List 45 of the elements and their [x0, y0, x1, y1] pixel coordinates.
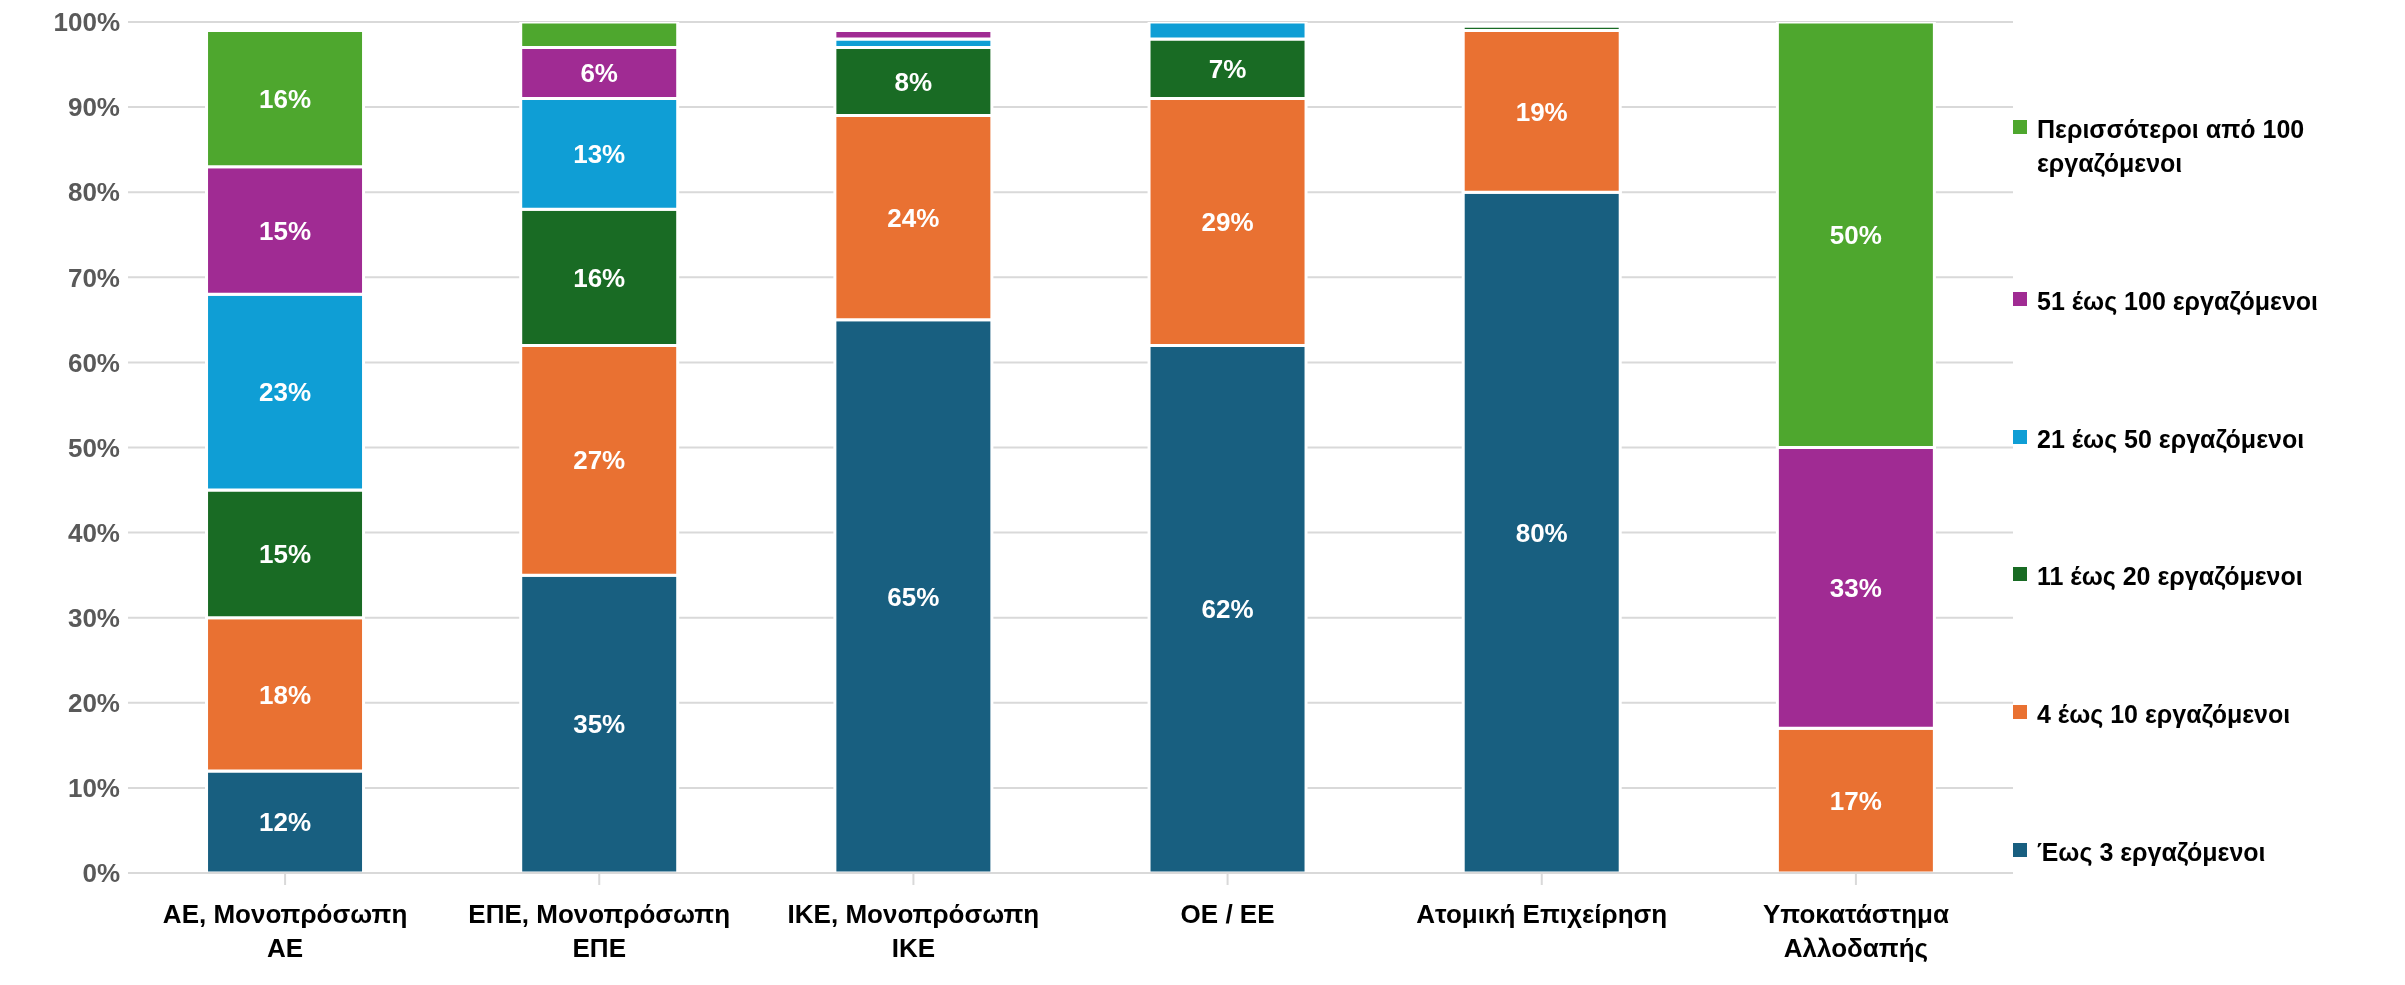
legend-label: 21 έως 50 εργαζόμενοι: [2037, 423, 2305, 455]
legend-label: 11 έως 20 εργαζόμενοι: [2037, 561, 2303, 593]
x-tick-label: Υποκατάστημα Αλλοδαπής: [1762, 899, 1949, 963]
x-tick-label: Ατομική Επιχείρηση: [1416, 899, 1668, 929]
x-tick-label: ΑΕ, Μονοπρόσωπη ΑΕ: [162, 899, 408, 963]
legend-label: Περισσότεροι από 100 εργαζόμενοι: [2037, 114, 2306, 180]
data-label: 62%: [1201, 594, 1254, 625]
data-label: 23%: [259, 377, 312, 408]
data-label: 7%: [1208, 54, 1247, 85]
legend-label: 51 έως 100 εργαζόμενοι: [2037, 286, 2319, 317]
data-label: 24%: [887, 202, 940, 233]
data-label: 12%: [259, 807, 312, 838]
y-tick-label: 70%: [67, 262, 120, 293]
data-label: 16%: [573, 262, 626, 293]
y-tick-label: 60%: [67, 347, 120, 378]
data-label: 15%: [259, 215, 312, 246]
data-label: 29%: [1201, 207, 1254, 238]
legend-label: Έως 3 εργαζόμενοι: [2037, 836, 2266, 868]
data-label: 50%: [1829, 219, 1882, 250]
y-tick-label: 40%: [67, 517, 120, 548]
y-tick-label: 80%: [67, 177, 120, 208]
data-label: 16%: [259, 83, 312, 114]
x-tick-label: ΕΠΕ, Μονοπρόσωπη ΕΠΕ: [468, 899, 731, 963]
x-tick-label: ΟΕ / ΕΕ: [1180, 899, 1275, 929]
data-label: 65%: [887, 581, 940, 612]
data-label: 18%: [259, 679, 312, 710]
y-tick-label: 100%: [53, 7, 120, 38]
y-tick-label: 90%: [67, 92, 120, 123]
y-tick-label: 0%: [82, 858, 120, 889]
y-tick-label: 30%: [67, 602, 120, 633]
data-label: 80%: [1515, 517, 1568, 548]
data-label: 6%: [580, 58, 618, 89]
y-tick-label: 20%: [67, 688, 120, 719]
data-label: 13%: [573, 139, 626, 170]
data-label: 8%: [894, 66, 933, 97]
data-label: 19%: [1515, 96, 1568, 127]
data-label: 17%: [1829, 785, 1882, 816]
data-label: 15%: [259, 539, 312, 570]
legend-label: 4 έως 10 εργαζόμενοι: [2037, 698, 2291, 730]
data-label: 35%: [573, 709, 626, 740]
data-label: 27%: [573, 445, 626, 476]
data-label: 33%: [1829, 573, 1882, 604]
y-tick-label: 50%: [67, 432, 120, 463]
x-tick-label: ΙΚΕ, Μονοπρόσωπη ΙΚΕ: [787, 899, 1040, 963]
y-tick-label: 10%: [67, 773, 120, 804]
